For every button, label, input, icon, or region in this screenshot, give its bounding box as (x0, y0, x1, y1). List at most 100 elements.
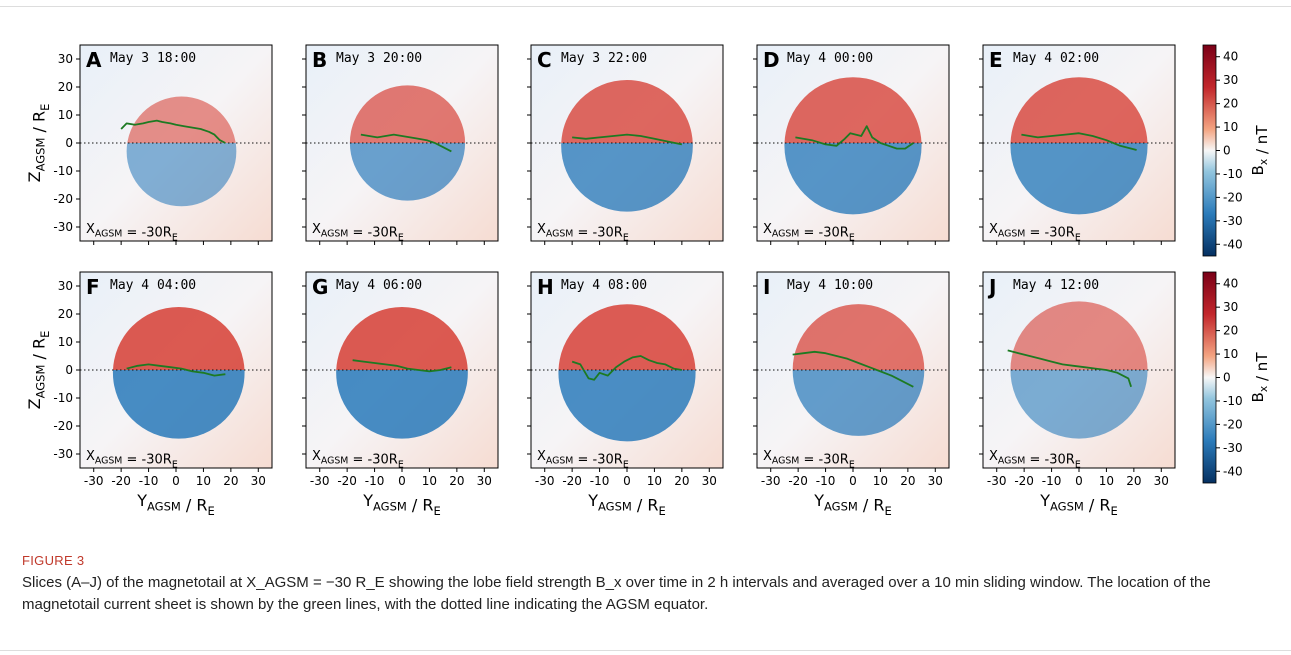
x-tick-label: 30 (251, 474, 266, 488)
south-lobe (558, 370, 696, 442)
north-lobe (558, 304, 696, 370)
colorbar-tick-label: 0 (1223, 371, 1231, 385)
x-axis-label: YAGSM / RE (813, 491, 892, 518)
current-sheet-line (352, 359, 452, 373)
north-lobe (336, 306, 468, 370)
colorbar-tick-label: 10 (1223, 347, 1238, 361)
panel-time: May 4 12:00 (1013, 278, 1099, 293)
panel-j: J May 4 12:00 XAGSM = -30RE -30 -20 -10 0 10 20 3… (979, 271, 1176, 518)
south-lobe (336, 370, 468, 439)
y-tick-label: -10 (53, 164, 73, 178)
current-sheet-line (571, 355, 683, 381)
colorbar-tick-label: -30 (1223, 214, 1243, 228)
panel-letter: H (537, 275, 554, 299)
north-lobe (784, 77, 922, 143)
y-axis-label: ZAGSM / RE (25, 331, 52, 410)
colorbar-tick-label: -10 (1223, 394, 1243, 408)
position-label: XAGSM = -30RE (537, 222, 629, 243)
south-lobe (349, 143, 466, 201)
x-tick-label: 10 (422, 474, 437, 488)
x-tick-label: -20 (562, 474, 582, 488)
current-sheet-line (795, 125, 914, 150)
panel-letter: G (312, 275, 328, 299)
panel-time: May 4 00:00 (787, 51, 873, 66)
x-tick-label: 30 (1154, 474, 1169, 488)
panel-letter: A (86, 48, 102, 72)
panel-a: A May 3 18:00 XAGSM = -30RE -30 -20 -10 0 10 20 3… (25, 44, 273, 245)
colorbar: 40 30 20 10 0 -10 -20 -30 -40 Bx / nT (1202, 44, 1271, 257)
panel-time: May 4 08:00 (561, 278, 647, 293)
x-tick-label: -30 (310, 474, 330, 488)
colorbar-tick-label: 10 (1223, 120, 1238, 134)
panel-letter: C (537, 48, 552, 72)
x-tick-label: -10 (365, 474, 385, 488)
top-divider (0, 6, 1291, 7)
panel-g: G May 4 06:00 XAGSM = -30RE -30 -20 -10 0 10 20 3… (302, 271, 499, 518)
current-sheet-line (120, 119, 226, 144)
panel-time: May 4 02:00 (1013, 51, 1099, 66)
y-axis-label: ZAGSM / RE (25, 104, 52, 183)
current-sheet-line (572, 133, 683, 146)
panel-letter: E (989, 48, 1003, 72)
figure-label: FIGURE 3 (22, 553, 85, 568)
y-tick-label: 10 (58, 335, 73, 349)
y-tick-label: -30 (53, 447, 73, 461)
colorbar-tick-label: -30 (1223, 441, 1243, 455)
panel-letter: F (86, 275, 100, 299)
position-label: XAGSM = -30RE (312, 222, 404, 243)
north-lobe (112, 306, 245, 370)
x-tick-label: 0 (398, 474, 406, 488)
y-tick-label: -10 (53, 391, 73, 405)
x-tick-label: -30 (987, 474, 1007, 488)
bottom-divider (0, 650, 1291, 651)
colorbar-tick-label: -40 (1223, 237, 1243, 251)
x-tick-label: -30 (535, 474, 555, 488)
current-sheet-line (126, 363, 226, 377)
x-tick-label: 30 (477, 474, 492, 488)
colorbar-tick-label: 40 (1223, 50, 1238, 64)
current-sheet-line (792, 350, 914, 388)
y-tick-label: 20 (58, 307, 73, 321)
south-lobe (1010, 370, 1148, 439)
current-sheet-line (360, 133, 452, 153)
x-tick-label: 0 (623, 474, 631, 488)
x-tick-label: 10 (647, 474, 662, 488)
panel-time: May 4 06:00 (336, 278, 422, 293)
position-label: XAGSM = -30RE (312, 449, 404, 470)
panel-e: E May 4 02:00 XAGSM = -30RE (979, 44, 1176, 245)
panel-b: B May 3 20:00 XAGSM = -30RE (302, 44, 499, 245)
north-lobe (1010, 301, 1148, 370)
colorbar-tick-label: -20 (1223, 417, 1243, 431)
x-tick-label: 10 (1099, 474, 1114, 488)
colorbar-label: Bx / nT (1249, 352, 1271, 403)
x-tick-label: 0 (1075, 474, 1083, 488)
colorbar-tick-label: 20 (1223, 97, 1238, 111)
colorbar: 40 30 20 10 0 -10 -20 -30 -40 Bx / nT (1202, 271, 1271, 484)
x-axis-label: YAGSM / RE (136, 491, 215, 518)
panel-letter: J (987, 275, 996, 299)
x-axis-label: YAGSM / RE (1039, 491, 1118, 518)
x-tick-label: -20 (337, 474, 357, 488)
north-lobe (349, 85, 466, 143)
panel-time: May 4 10:00 (787, 278, 873, 293)
figure-caption: Slices (A–J) of the magnetotail at X_AGS… (22, 574, 1211, 613)
position-label: XAGSM = -30RE (86, 222, 178, 243)
panel-letter: I (763, 275, 770, 299)
position-label: XAGSM = -30RE (989, 449, 1081, 470)
colorbar-tick-label: 0 (1223, 144, 1231, 158)
y-tick-label: 0 (65, 136, 73, 150)
y-tick-label: 30 (58, 279, 73, 293)
position-label: XAGSM = -30RE (537, 449, 629, 470)
colorbar-tick-label: 40 (1223, 277, 1238, 291)
colorbar-tick-label: 30 (1223, 73, 1238, 87)
x-tick-label: 0 (172, 474, 180, 488)
colorbar-label: Bx / nT (1249, 125, 1271, 176)
north-lobe (561, 79, 693, 143)
x-tick-label: -10 (1042, 474, 1062, 488)
panel-time: May 3 20:00 (336, 51, 422, 66)
south-lobe (792, 370, 925, 436)
south-lobe (1010, 143, 1148, 215)
colorbar-tick-label: 30 (1223, 300, 1238, 314)
x-tick-label: -20 (111, 474, 131, 488)
x-axis-label: YAGSM / RE (362, 491, 441, 518)
